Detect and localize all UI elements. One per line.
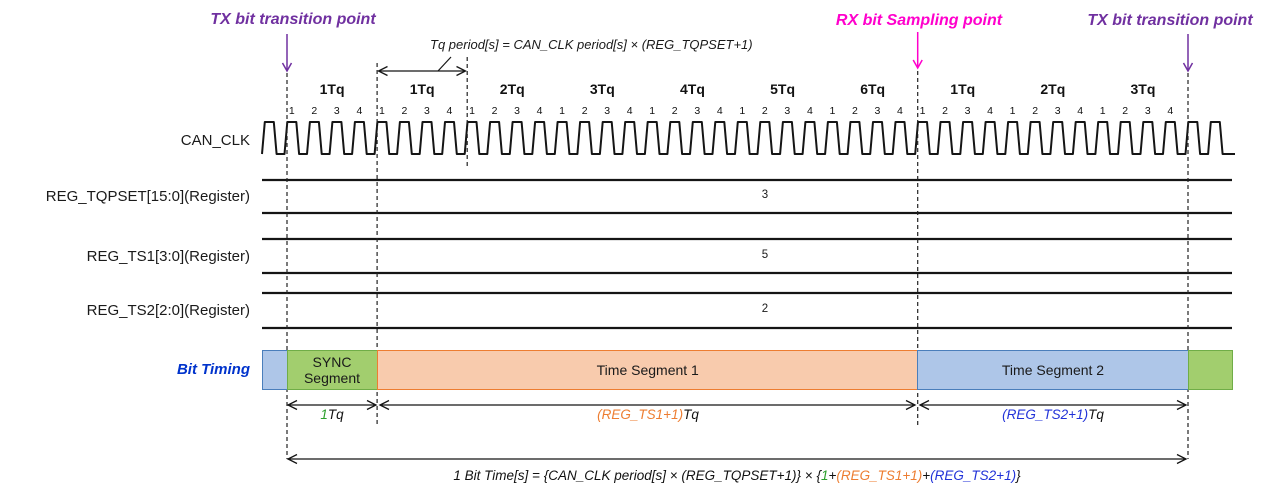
clock-number: 2	[761, 105, 768, 117]
time-segment-2: Time Segment 2	[917, 350, 1189, 390]
clock-number: 3	[694, 105, 701, 117]
tq-label: 2Tq	[1040, 81, 1066, 97]
clock-number: 3	[424, 105, 430, 117]
tq-label: 6Tq	[860, 81, 886, 97]
clock-number: 2	[671, 105, 678, 117]
time-segment-1-label: Time Segment 1	[596, 362, 699, 378]
clock-number: 4	[1167, 105, 1174, 117]
sync-duration-label: 1Tq	[320, 407, 343, 422]
bit-time-formula: 1 Bit Time[s] = {CAN_CLK period[s] × (RE…	[453, 468, 1020, 483]
clock-number: 4	[1077, 105, 1084, 117]
formula-part: (REG_TS1+1)	[836, 468, 923, 483]
tq-label: 4Tq	[679, 81, 705, 97]
formula-part: }	[1016, 468, 1021, 483]
clock-number: 1	[559, 105, 566, 117]
tq-label: 3Tq	[1130, 81, 1156, 97]
clock-number: 3	[514, 105, 520, 117]
clock-number: 4	[446, 105, 453, 117]
clock-number: 1	[649, 105, 656, 117]
clock-number: 1	[829, 105, 836, 117]
formula-part: 1	[320, 407, 328, 422]
clock-number: 4	[987, 105, 993, 117]
sync-segment-label: SYNC Segment	[303, 354, 361, 386]
tx-transition-annotation-left: TX bit transition point	[210, 11, 376, 28]
reg-ts2-value: 2	[761, 303, 769, 315]
clock-number: 3	[604, 105, 611, 117]
ts1-duration-label: (REG_TS1+1)Tq	[597, 407, 699, 422]
time-segment-1: Time Segment 1	[377, 350, 919, 390]
tq-period-formula: Tq period[s] = CAN_CLK period[s] × (REG_…	[430, 37, 753, 52]
formula-part: (REG_TS2+1)	[1002, 407, 1089, 422]
clock-number: 4	[897, 105, 903, 117]
formula-part: +	[922, 468, 931, 483]
formula-part: Tq	[683, 407, 699, 422]
bit-timing-label: Bit Timing	[176, 361, 250, 378]
formula-part: (REG_TS1+1)	[597, 407, 684, 422]
clock-number: 3	[1144, 105, 1151, 117]
clock-number: 1	[1009, 105, 1016, 117]
clock-number: 4	[356, 105, 363, 117]
clock-number: 1	[288, 105, 295, 117]
clock-number: 4	[626, 105, 633, 117]
sync-segment: SYNC Segment	[286, 350, 378, 390]
clock-number: 1	[1099, 105, 1106, 117]
clock-number: 2	[852, 105, 858, 117]
reg-tqpset-label: REG_TQPSET[15:0](Register)	[45, 188, 250, 205]
clock-number: 1	[919, 105, 926, 117]
ts2-duration-label: (REG_TS2+1)Tq	[1002, 407, 1104, 422]
clock-number: 3	[784, 105, 791, 117]
tq-label: 1Tq	[319, 81, 345, 97]
can-clk-label: CAN_CLK	[180, 132, 250, 149]
formula-part: Tq	[1088, 407, 1104, 422]
tq-label: 2Tq	[499, 81, 525, 97]
clock-number: 1	[469, 105, 475, 117]
clock-number: 2	[1032, 105, 1039, 117]
tq-label: 5Tq	[770, 81, 795, 97]
clock-number: 3	[1054, 105, 1061, 117]
clock-number: 2	[1122, 105, 1129, 117]
clock-number: 2	[491, 105, 498, 117]
clock-number: 2	[581, 105, 588, 117]
tq-label: 1Tq	[950, 81, 976, 97]
clock-number: 3	[964, 105, 971, 117]
formula-part: 1 Bit Time[s] = {CAN_CLK period[s] × (RE…	[453, 468, 821, 483]
formula-part: Tq	[327, 407, 344, 422]
tx-transition-annotation-right: TX bit transition point	[1087, 12, 1253, 29]
reg-tqpset-value: 3	[761, 189, 769, 201]
segment-filler-right	[1188, 350, 1233, 390]
clock-number: 4	[716, 105, 723, 117]
segment-filler-left	[262, 350, 288, 390]
reg-ts1-label: REG_TS1[3:0](Register)	[86, 248, 250, 265]
formula-part: 1	[820, 468, 829, 483]
clock-number: 2	[401, 105, 408, 117]
clock-number: 2	[311, 105, 318, 117]
clock-number: 1	[378, 105, 385, 117]
time-segment-2-label: Time Segment 2	[1001, 362, 1105, 378]
formula-part: +	[828, 468, 837, 483]
clock-number: 2	[942, 105, 948, 117]
clock-number: 4	[536, 105, 543, 117]
tq-label: 3Tq	[589, 81, 615, 97]
clock-number: 3	[874, 105, 881, 117]
clock-number: 3	[333, 105, 340, 117]
reg-ts2-label: REG_TS2[2:0](Register)	[86, 302, 250, 319]
tq-label: 1Tq	[409, 81, 435, 97]
formula-part: (REG_TS2+1)	[930, 468, 1017, 483]
clock-number: 1	[739, 105, 746, 117]
rx-sampling-annotation: RX bit Sampling point	[835, 12, 1003, 29]
clock-number: 4	[806, 105, 813, 117]
reg-ts1-value: 5	[761, 249, 769, 261]
